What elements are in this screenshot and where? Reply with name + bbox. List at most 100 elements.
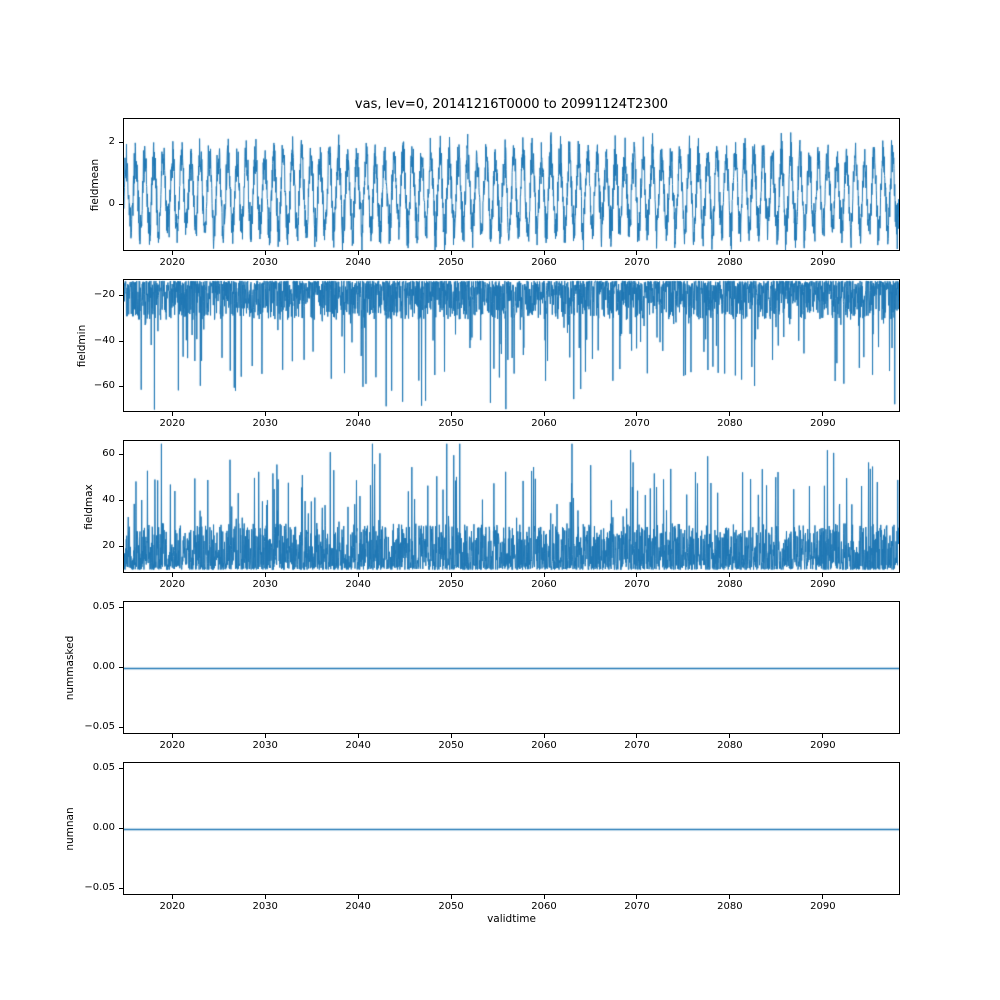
fieldmax-ytick-mark — [119, 546, 123, 548]
nummasked-xtick-mark — [822, 734, 824, 738]
fieldmin-xtick-label: 2060 — [531, 418, 557, 429]
nummasked-xtick-label: 2090 — [810, 740, 836, 751]
fieldmin-ytick-label: −40 — [93, 334, 115, 346]
fieldmean-ytick-mark — [119, 203, 123, 205]
numnan-series — [124, 763, 899, 894]
fieldmin-xtick-label: 2030 — [252, 418, 278, 429]
fieldmean-xtick-label: 2040 — [345, 257, 371, 268]
nummasked-ytick-label: 0.05 — [92, 601, 115, 613]
fieldmin-xtick-label: 2090 — [810, 418, 836, 429]
fieldmean-ytick-mark — [119, 142, 123, 144]
fieldmin-ytick-label: −60 — [93, 380, 115, 392]
fieldmin-xtick-mark — [636, 412, 638, 416]
nummasked-xtick-label: 2030 — [252, 740, 278, 751]
nummasked-xtick-label: 2060 — [531, 740, 557, 751]
fieldmin-xtick-label: 2050 — [438, 418, 464, 429]
numnan-xtick-mark — [450, 895, 452, 899]
fieldmin-xtick-mark — [357, 412, 359, 416]
fieldmax-series — [124, 441, 899, 572]
numnan-xtick-mark — [357, 895, 359, 899]
nummasked-ytick-mark — [119, 726, 123, 728]
fieldmin-xtick-label: 2070 — [624, 418, 650, 429]
fieldmax-xtick-label: 2030 — [252, 579, 278, 590]
numnan-xtick-mark — [729, 895, 731, 899]
nummasked-xtick-mark — [264, 734, 266, 738]
numnan-xtick-mark — [264, 895, 266, 899]
fieldmean-xtick-mark — [543, 251, 545, 255]
fieldmin-ytick-mark — [119, 386, 123, 388]
numnan-xtick-label: 2060 — [531, 901, 557, 912]
subplot-nummasked — [123, 601, 900, 734]
fieldmean-xtick-mark — [171, 251, 173, 255]
nummasked-ytick-mark — [119, 667, 123, 668]
y-axis-label-fieldmin: fieldmin — [76, 324, 89, 367]
fieldmin-xtick-label: 2020 — [159, 418, 185, 429]
subplot-fieldmax — [123, 440, 900, 573]
fieldmax-xtick-label: 2090 — [810, 579, 836, 590]
numnan-xtick-label: 2050 — [438, 901, 464, 912]
nummasked-ytick-label: 0.00 — [92, 661, 115, 672]
numnan-xtick-label: 2070 — [624, 901, 650, 912]
nummasked-xtick-label: 2080 — [717, 740, 743, 751]
y-axis-label-fieldmean: fieldmean — [88, 158, 101, 211]
fieldmean-ytick-label: 2 — [108, 136, 115, 148]
subplot-fieldmin — [123, 279, 900, 412]
fieldmean-xtick-mark — [264, 251, 266, 255]
nummasked-xtick-label: 2040 — [345, 740, 371, 751]
fieldmean-xtick-label: 2030 — [252, 257, 278, 268]
fieldmin-xtick-mark — [450, 412, 452, 416]
fieldmin-xtick-mark — [729, 412, 731, 416]
nummasked-ytick-label: −0.05 — [84, 720, 115, 732]
fieldmin-xtick-mark — [171, 412, 173, 416]
fieldmax-xtick-mark — [450, 573, 452, 577]
fieldmean-xtick-label: 2020 — [159, 257, 185, 268]
fieldmin-xtick-label: 2040 — [345, 418, 371, 429]
numnan-ytick-label: −0.05 — [84, 881, 115, 893]
fieldmax-xtick-label: 2060 — [531, 579, 557, 590]
nummasked-xtick-mark — [171, 734, 173, 738]
fieldmin-xtick-mark — [822, 412, 824, 416]
fieldmean-xtick-label: 2050 — [438, 257, 464, 268]
numnan-xtick-label: 2080 — [717, 901, 743, 912]
nummasked-xtick-mark — [357, 734, 359, 738]
chart-title: vas, lev=0, 20141216T0000 to 20991124T23… — [354, 97, 669, 112]
fieldmax-xtick-mark — [543, 573, 545, 577]
fieldmax-ytick-label: 40 — [102, 493, 115, 505]
y-axis-label-nummasked: nummasked — [64, 635, 76, 700]
fieldmean-xtick-mark — [450, 251, 452, 255]
fieldmean-xtick-label: 2080 — [717, 257, 743, 268]
fieldmean-xtick-label: 2070 — [624, 257, 650, 268]
fieldmax-xtick-label: 2020 — [159, 579, 185, 590]
fieldmin-xtick-mark — [543, 412, 545, 416]
nummasked-series — [124, 602, 899, 733]
fieldmax-ytick-label: 60 — [102, 447, 115, 459]
fieldmin-xtick-label: 2080 — [717, 418, 743, 429]
fieldmax-xtick-mark — [171, 573, 173, 577]
numnan-ytick-mark — [119, 828, 123, 829]
fieldmean-series — [124, 119, 899, 250]
numnan-xtick-mark — [822, 895, 824, 899]
numnan-xtick-label: 2040 — [345, 901, 371, 912]
fieldmean-xtick-label: 2060 — [531, 257, 557, 268]
fieldmax-xtick-mark — [636, 573, 638, 577]
subplot-fieldmean — [123, 118, 900, 251]
fieldmax-ytick-label: 20 — [102, 540, 115, 552]
numnan-xtick-mark — [636, 895, 638, 899]
y-axis-label-fieldmax: fieldmax — [82, 483, 95, 530]
fieldmin-xtick-mark — [264, 412, 266, 416]
subplot-numnan — [123, 762, 900, 895]
numnan-ytick-label: 0.05 — [92, 762, 115, 774]
nummasked-xtick-mark — [729, 734, 731, 738]
y-axis-label-numnan: numnan — [64, 806, 76, 851]
nummasked-xtick-mark — [543, 734, 545, 738]
fieldmin-ytick-mark — [119, 340, 123, 342]
numnan-xtick-label: 2090 — [810, 901, 836, 912]
fieldmax-xtick-label: 2050 — [438, 579, 464, 590]
fieldmin-ytick-mark — [119, 294, 123, 296]
numnan-ytick-mark — [119, 768, 123, 770]
fieldmax-xtick-label: 2070 — [624, 579, 650, 590]
fieldmean-xtick-mark — [729, 251, 731, 255]
nummasked-xtick-label: 2020 — [159, 740, 185, 751]
nummasked-xtick-label: 2070 — [624, 740, 650, 751]
